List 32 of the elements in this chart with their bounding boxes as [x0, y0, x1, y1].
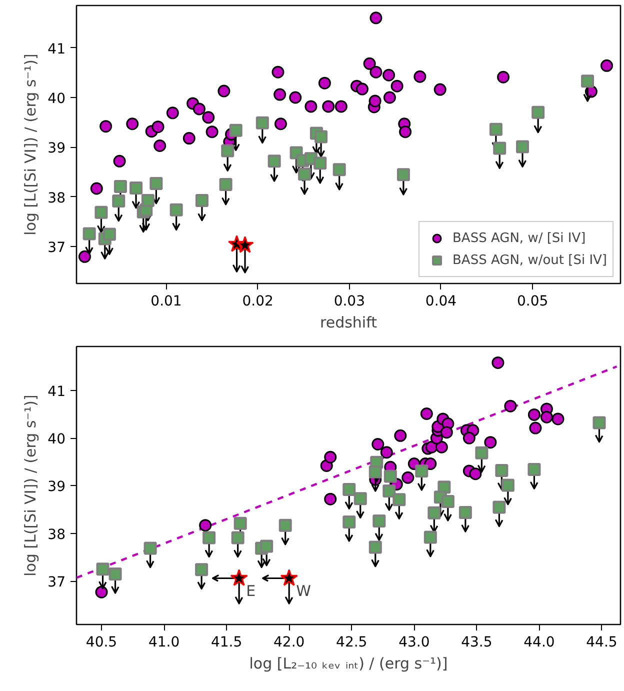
y-tick-label: 41	[48, 384, 66, 400]
x-tick-label: 0.04	[425, 294, 457, 310]
x-tick-label: 0.05	[516, 294, 548, 310]
y-tick-label: 39	[48, 140, 66, 157]
y-tick-label: 37	[48, 240, 66, 256]
y-tick-label: 40	[48, 91, 66, 108]
y-tick-label: 41	[48, 41, 66, 58]
x-tick-label: 0.03	[334, 294, 365, 310]
x-axis-title: redshift	[320, 314, 378, 332]
legend-label: BASS AGN, w/out [Si IV]	[452, 252, 607, 268]
x-tick-label: 42.0	[274, 634, 305, 650]
y-tick-label: 39	[48, 479, 66, 496]
x-tick-label: 40.5	[86, 634, 118, 650]
y-tick-label: 40	[48, 432, 66, 448]
x-tick-label: 42.5	[336, 634, 368, 650]
x-tick-label: 0.01	[150, 294, 182, 310]
x-tick-label: 41.0	[148, 634, 180, 650]
y-axis-title: log [L([Si VI]) / (erg s⁻¹)]	[22, 54, 40, 236]
x-axis-title: log [L₂₋₁₀ ₖₑᵥ ᵢₙₜ) / (erg s⁻¹)]	[249, 654, 448, 672]
legend-label: BASS AGN, w/ [Si IV]	[452, 230, 586, 246]
annotation: W	[296, 582, 312, 600]
y-axis-title: log [L([Si VI]) / (erg s⁻¹)]	[22, 394, 40, 576]
x-tick-label: 44.5	[586, 634, 618, 650]
y-tick-label: 37	[48, 574, 66, 591]
x-tick-label: 0.02	[242, 294, 274, 310]
x-tick-label: 43.0	[398, 634, 430, 650]
annotation: E	[246, 582, 256, 600]
y-tick-label: 38	[48, 526, 66, 543]
x-tick-label: 41.5	[210, 634, 242, 650]
x-tick-label: 43.5	[461, 634, 492, 650]
x-tick-label: 44.0	[524, 634, 555, 650]
y-tick-label: 38	[48, 190, 66, 206]
